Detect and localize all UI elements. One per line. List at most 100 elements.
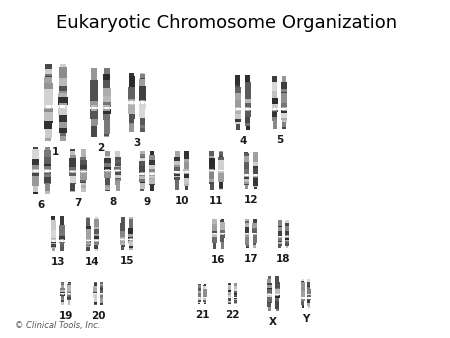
Bar (120, 231, 125, 237)
Bar (307, 286, 310, 287)
Bar (91, 126, 97, 137)
Bar (70, 170, 76, 173)
Bar (184, 173, 189, 178)
Bar (140, 125, 145, 128)
Bar (67, 297, 71, 299)
Bar (129, 243, 133, 246)
Bar (61, 300, 64, 302)
Bar (121, 245, 125, 247)
Bar (219, 183, 223, 188)
Bar (234, 299, 237, 300)
Bar (203, 289, 207, 296)
Bar (86, 241, 91, 242)
Bar (105, 154, 110, 156)
Bar (86, 246, 90, 247)
Bar (106, 170, 109, 171)
Bar (103, 88, 111, 96)
Bar (130, 239, 132, 240)
Bar (140, 118, 145, 125)
Bar (60, 136, 66, 141)
Bar (103, 102, 111, 106)
Bar (93, 294, 97, 297)
Bar (149, 172, 155, 173)
Bar (285, 236, 289, 238)
Bar (81, 171, 85, 172)
Bar (174, 161, 180, 165)
Bar (67, 291, 71, 292)
Bar (268, 276, 271, 279)
Bar (116, 170, 119, 171)
Bar (129, 217, 133, 219)
Bar (184, 151, 189, 159)
Bar (149, 172, 155, 175)
Bar (307, 304, 310, 306)
Bar (90, 94, 98, 101)
Bar (71, 191, 75, 192)
Bar (253, 186, 257, 187)
Bar (203, 286, 206, 289)
Bar (302, 279, 304, 281)
Bar (32, 176, 39, 186)
Bar (245, 231, 249, 233)
Bar (234, 293, 237, 295)
Bar (115, 163, 121, 166)
Bar (87, 240, 90, 241)
Bar (116, 186, 120, 191)
Bar (115, 175, 121, 178)
Bar (51, 230, 56, 238)
Bar (32, 159, 39, 165)
Bar (81, 149, 86, 157)
Bar (220, 222, 225, 230)
Bar (212, 219, 216, 224)
Bar (244, 182, 249, 184)
Bar (209, 178, 214, 182)
Bar (283, 108, 286, 110)
Bar (209, 159, 215, 167)
Bar (94, 219, 99, 227)
Bar (229, 303, 231, 304)
Bar (44, 150, 50, 157)
Bar (100, 298, 103, 303)
Bar (281, 110, 287, 113)
Bar (128, 100, 135, 101)
Bar (212, 235, 217, 237)
Bar (103, 80, 110, 88)
Bar (51, 219, 55, 220)
Bar (128, 87, 135, 99)
Bar (276, 294, 279, 295)
Bar (129, 114, 135, 119)
Bar (51, 238, 56, 240)
Bar (278, 244, 282, 246)
Bar (149, 169, 155, 172)
Bar (86, 217, 90, 218)
Bar (245, 221, 249, 223)
Bar (60, 288, 64, 290)
Bar (209, 169, 214, 172)
Bar (140, 176, 145, 179)
Bar (184, 163, 189, 169)
Bar (60, 290, 64, 292)
Bar (94, 227, 99, 230)
Bar (103, 114, 111, 120)
Bar (273, 121, 277, 129)
Bar (90, 109, 98, 119)
Text: 14: 14 (85, 257, 99, 267)
Bar (44, 177, 50, 183)
Bar (103, 96, 111, 102)
Bar (176, 171, 179, 173)
Bar (267, 283, 271, 285)
Bar (149, 176, 155, 177)
Bar (59, 77, 67, 86)
Bar (275, 295, 279, 298)
Bar (198, 297, 200, 298)
Bar (100, 282, 103, 284)
Bar (228, 301, 231, 302)
Bar (285, 231, 289, 235)
Bar (58, 93, 68, 97)
Bar (244, 184, 249, 185)
Bar (198, 285, 201, 288)
Bar (51, 220, 56, 230)
Bar (174, 173, 180, 176)
Bar (104, 74, 110, 80)
Bar (91, 68, 97, 80)
